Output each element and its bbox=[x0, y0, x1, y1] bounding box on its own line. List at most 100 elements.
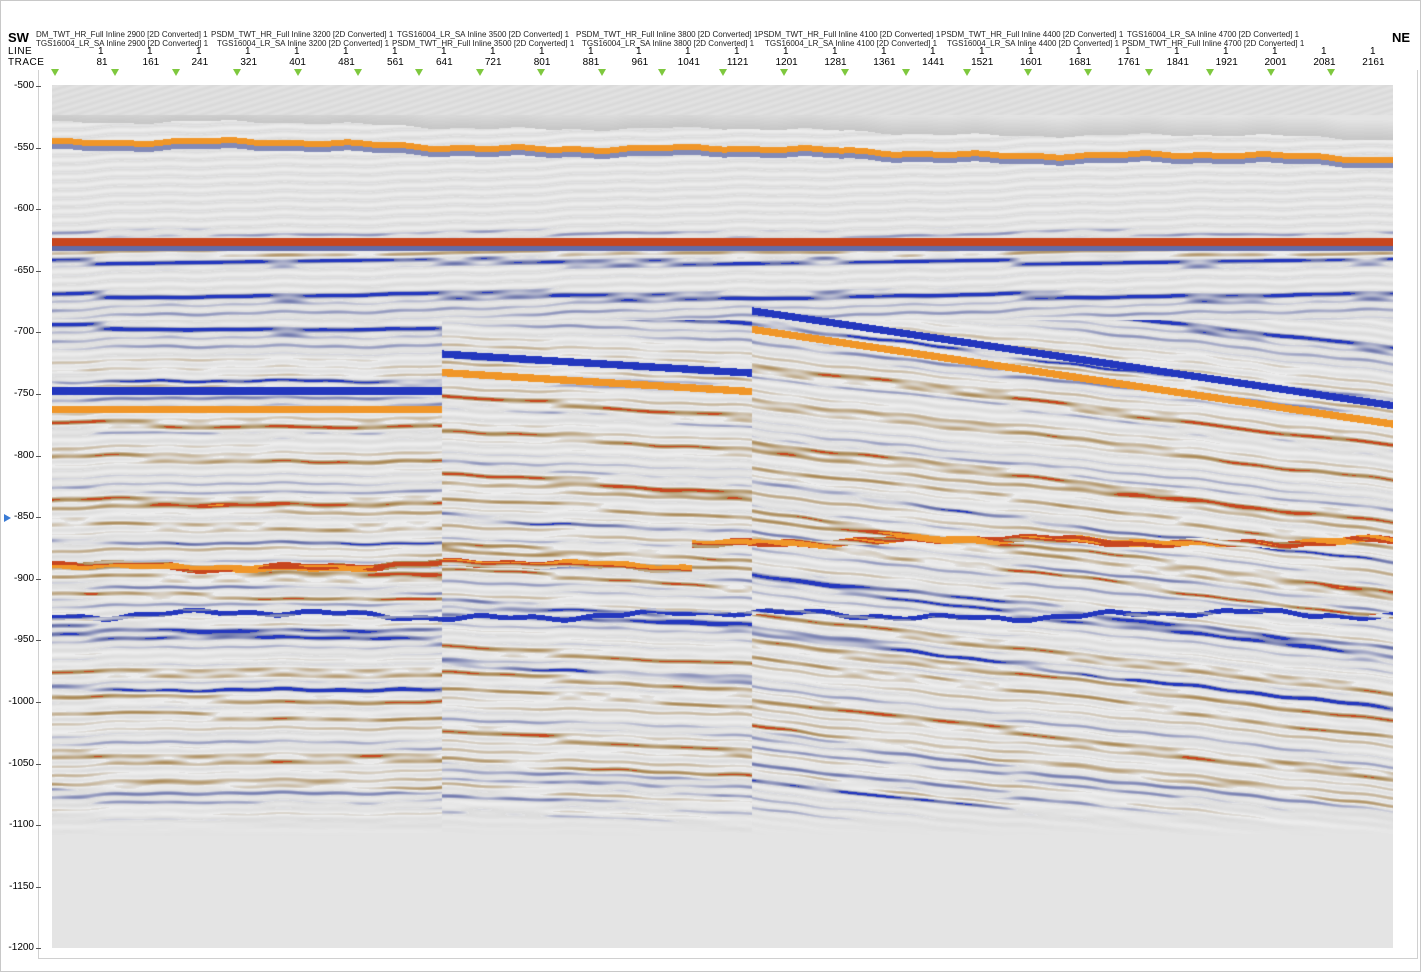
direction-sw-label: SW bbox=[8, 30, 29, 45]
trace-tick-label: 1921 bbox=[1215, 57, 1238, 68]
line-intersection-marker-icon[interactable] bbox=[233, 69, 241, 76]
line-tick-label: 1 bbox=[783, 46, 789, 57]
line-intersection-marker-icon[interactable] bbox=[1084, 69, 1092, 76]
line-tick-label: 1 bbox=[1223, 46, 1229, 57]
line-tick-label: 1 bbox=[1321, 46, 1327, 57]
y-axis-tick bbox=[36, 394, 41, 395]
trace-tick-label: 561 bbox=[387, 57, 404, 68]
line-name-label: TGS16004_LR_SA Inline 4700 [2D Converted… bbox=[1127, 30, 1300, 39]
line-name-label: TGS16004_LR_SA Inline 4100 [2D Converted… bbox=[765, 39, 938, 48]
y-axis-tick-label: -500 bbox=[13, 80, 34, 91]
trace-tick-label: 961 bbox=[631, 57, 649, 68]
trace-tick-label: 1361 bbox=[873, 57, 896, 68]
line-name-label: PSDM_TWT_HR_Full Inline 3800 [2D Convert… bbox=[576, 30, 759, 39]
line-tick-label: 1 bbox=[1076, 46, 1082, 57]
y-axis-tick bbox=[36, 578, 41, 580]
trace-tick-label: 2161 bbox=[1362, 57, 1385, 68]
trace-tick-label: 1761 bbox=[1117, 57, 1141, 68]
y-axis-tick bbox=[36, 886, 41, 888]
line-intersection-marker-icon[interactable] bbox=[841, 69, 849, 76]
line-intersection-marker-icon[interactable] bbox=[1024, 69, 1032, 76]
y-axis-tick-label: -1050 bbox=[8, 757, 34, 769]
line-intersection-marker-icon[interactable] bbox=[719, 69, 727, 76]
trace-tick-label: 1121 bbox=[726, 57, 749, 68]
line-tick-label: 1 bbox=[245, 46, 251, 57]
trace-tick-label: 1681 bbox=[1068, 57, 1092, 68]
line-row-label: LINE bbox=[8, 46, 33, 57]
y-axis-tick-label: -550 bbox=[13, 141, 34, 153]
trace-tick-label: 2081 bbox=[1313, 57, 1336, 68]
line-intersection-marker-icon[interactable] bbox=[1267, 69, 1275, 76]
line-tick-label: 1 bbox=[441, 46, 447, 57]
line-intersection-marker-icon[interactable] bbox=[598, 69, 606, 76]
line-tick-label: 1 bbox=[294, 46, 300, 57]
line-intersection-marker-icon[interactable] bbox=[1327, 69, 1335, 76]
line-name-label: TGS16004_LR_SA Inline 3800 [2D Converted… bbox=[582, 39, 755, 48]
y-axis-tick bbox=[36, 517, 41, 519]
line-intersection-marker-icon[interactable] bbox=[354, 69, 362, 76]
line-intersection-marker-icon[interactable] bbox=[172, 69, 180, 76]
line-tick-label: 1 bbox=[196, 46, 202, 57]
y-axis-tick bbox=[36, 209, 41, 211]
line-name-label: PSDM_TWT_HR_Full Inline 3500 [2D Convert… bbox=[392, 39, 575, 48]
line-tick-label: 1 bbox=[98, 46, 104, 57]
trace-tick-label: 881 bbox=[582, 57, 600, 68]
line-intersection-marker-icon[interactable] bbox=[537, 69, 545, 76]
trace-tick-label: 241 bbox=[191, 57, 209, 68]
y-axis-tick bbox=[36, 147, 41, 149]
seismic-image[interactable] bbox=[52, 85, 1393, 948]
y-axis-tick-label: -1100 bbox=[9, 819, 34, 831]
y-axis-tick-label: -1150 bbox=[9, 880, 34, 892]
line-intersection-marker-icon[interactable] bbox=[963, 69, 971, 76]
trace-tick-label: 1441 bbox=[922, 57, 945, 68]
line-tick-label: 1 bbox=[1370, 46, 1376, 57]
line-name-label: TGS16004_LR_SA Inline 3200 [2D Converted… bbox=[217, 39, 390, 48]
line-intersection-marker-icon[interactable] bbox=[111, 69, 119, 76]
line-intersection-marker-icon[interactable] bbox=[658, 69, 666, 76]
trace-tick-label: 401 bbox=[289, 57, 306, 68]
y-axis-tick bbox=[36, 702, 41, 703]
y-axis-tick bbox=[36, 86, 41, 87]
line-tick-label: 1 bbox=[685, 46, 691, 57]
line-name-label: TGS16004_LR_SA Inline 3500 [2D Converted… bbox=[397, 30, 570, 39]
line-intersection-marker-icon[interactable] bbox=[294, 69, 302, 76]
line-tick-label: 1 bbox=[930, 46, 936, 57]
y-axis-tick-label: -950 bbox=[13, 634, 34, 646]
line-name-label: PSDM_TWT_HR_Full Inline 4400 [2D Convert… bbox=[941, 30, 1124, 39]
line-tick-label: 1 bbox=[1174, 46, 1180, 57]
trace-tick-label: 1201 bbox=[775, 57, 798, 68]
trace-tick-label: 1041 bbox=[677, 57, 700, 68]
line-intersection-marker-icon[interactable] bbox=[902, 69, 910, 76]
line-name-label: TGS16004_LR_SA Inline 2900 [2D Converted… bbox=[36, 39, 209, 48]
line-intersection-marker-icon[interactable] bbox=[415, 69, 423, 76]
trace-tick-label: 1521 bbox=[971, 57, 994, 68]
trace-tick-label: 801 bbox=[533, 57, 551, 68]
trace-row-label: TRACE bbox=[8, 57, 45, 68]
line-tick-label: 1 bbox=[343, 46, 349, 57]
line-intersection-marker-icon[interactable] bbox=[780, 69, 788, 76]
line-tick-label: 1 bbox=[979, 46, 985, 57]
trace-tick-label: 2001 bbox=[1264, 57, 1287, 68]
trace-tick-label: 481 bbox=[338, 57, 355, 68]
y-axis-tick-label: -850 bbox=[13, 511, 34, 523]
line-name-label: PSDM_TWT_HR_Full Inline 3200 [2D Convert… bbox=[211, 30, 394, 39]
y-axis-tick-label: -650 bbox=[13, 264, 34, 276]
y-axis-tick-label: -800 bbox=[13, 449, 34, 461]
line-intersection-marker-icon[interactable] bbox=[1206, 69, 1214, 76]
line-tick-label: 1 bbox=[636, 46, 642, 57]
y-axis-tick-label: -900 bbox=[13, 572, 34, 584]
trace-tick-label: 161 bbox=[142, 57, 160, 68]
y-axis-tick-label: -750 bbox=[13, 388, 34, 399]
line-tick-label: 1 bbox=[147, 46, 153, 57]
trace-tick-label: 641 bbox=[435, 57, 453, 68]
line-intersection-marker-icon[interactable] bbox=[51, 69, 59, 76]
y-axis-tick-label: -700 bbox=[13, 326, 34, 338]
y-axis-tick bbox=[36, 332, 41, 334]
line-intersection-marker-icon[interactable] bbox=[1145, 69, 1153, 76]
y-axis-tick bbox=[36, 825, 41, 827]
y-axis-tick-label: -600 bbox=[13, 203, 34, 215]
trace-tick-label: 321 bbox=[240, 57, 258, 68]
line-intersection-marker-icon[interactable] bbox=[476, 69, 484, 76]
line-tick-label: 1 bbox=[588, 46, 594, 57]
line-name-label: PSDM_TWT_HR_Full Inline 4100 [2D Convert… bbox=[758, 30, 941, 39]
